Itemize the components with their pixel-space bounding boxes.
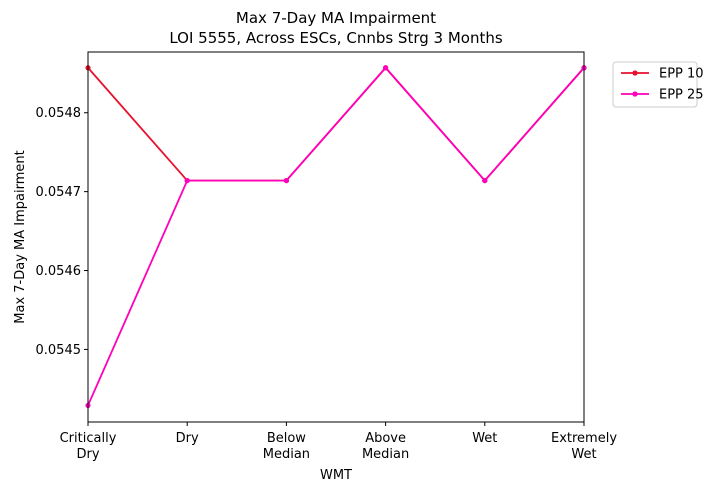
x-tick-label: Below Median: [263, 431, 310, 462]
data-point: [383, 65, 389, 71]
x-tick-label-line: Dry: [176, 431, 199, 446]
x-tick-label: Dry: [176, 431, 199, 446]
plot-lines: [85, 65, 587, 409]
chart-title-line: LOI 5555, Across ESCs, Cnnbs Strg 3 Mont…: [169, 29, 503, 47]
x-tick-label-line: Critically: [60, 431, 117, 446]
y-tick-label: 0.0545: [36, 343, 82, 358]
x-tick-label-line: Dry: [76, 447, 99, 462]
x-tick-label-line: Median: [362, 447, 409, 462]
data-point: [184, 177, 190, 184]
series-line: [87, 66, 585, 406]
legend: EPP 10 EPP 25: [612, 61, 704, 108]
legend-label: EPP 10: [659, 67, 704, 82]
plot-frame: [87, 51, 585, 423]
x-tick-label: Wet: [472, 431, 497, 446]
x-tick-label-line: Wet: [571, 447, 596, 462]
chart-title-line: Max 7-Day MA Impairment: [236, 9, 436, 27]
y-tick-label: 0.0547: [36, 185, 82, 200]
legend-marker: [632, 70, 638, 76]
x-axis-label: WMT: [320, 468, 352, 483]
legend-label: EPP 25: [659, 88, 704, 103]
x-tick-label: Extremely Wet: [551, 431, 617, 462]
x-tick-label-line: Wet: [472, 431, 497, 446]
y-tick-label: 0.0546: [36, 264, 82, 279]
y-axis: 0.0545 0.0546 0.0547 0.0548: [36, 106, 88, 358]
x-tick-label: Critically Dry: [60, 431, 117, 462]
y-axis-label: Max 7-Day MA Impairment: [13, 150, 28, 323]
x-tick-label-line: Below: [267, 431, 306, 446]
y-tick-label: 0.0548: [36, 106, 82, 121]
x-tick-label: Above Median: [362, 431, 409, 462]
data-point: [482, 177, 488, 184]
x-tick-label-line: Above: [365, 431, 406, 446]
x-tick-label-line: Median: [263, 447, 310, 462]
x-tick-label-line: Extremely: [551, 431, 617, 446]
data-point: [283, 177, 289, 184]
legend-marker: [632, 91, 638, 97]
chart-title: Max 7-Day MA Impairment LOI 5555, Across …: [169, 9, 503, 47]
